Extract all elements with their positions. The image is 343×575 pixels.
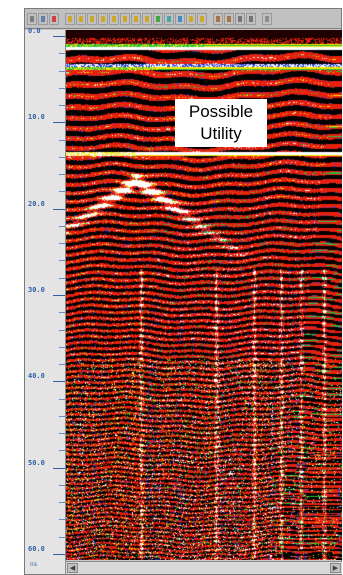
depth-minor-tick xyxy=(59,346,65,348)
migrate-icon[interactable] xyxy=(87,12,97,25)
depth-minor-tick xyxy=(59,519,65,521)
depth-tick-mark xyxy=(53,122,65,124)
depth-minor-tick xyxy=(59,433,65,435)
depth-minor-tick xyxy=(59,484,65,486)
zoom-icon[interactable] xyxy=(175,12,185,25)
time-depth-ruler: 0.0 10.0 20.0 30.0 40.0 50.0 60.0 ns xyxy=(25,27,66,574)
filter-icon[interactable] xyxy=(76,12,86,25)
annotation-line-1: Possible xyxy=(188,102,254,121)
color-table-icon[interactable] xyxy=(153,12,163,25)
pick-icon[interactable] xyxy=(186,12,196,25)
depth-tick-label: 30.0 xyxy=(28,286,45,294)
depth-tick-mark xyxy=(53,208,65,210)
hilbert-icon[interactable] xyxy=(131,12,141,25)
depth-minor-tick xyxy=(59,415,65,417)
depth-tick-mark xyxy=(53,295,65,296)
depth-minor-tick xyxy=(59,225,65,227)
depth-tick-label: 60.0 xyxy=(28,545,45,553)
depth-tick-label: 0.0 xyxy=(28,27,41,35)
depth-minor-tick xyxy=(59,312,65,314)
depth-minor-tick xyxy=(59,502,65,504)
scroll-right-arrow-icon[interactable]: ▶ xyxy=(330,563,341,573)
deconvolution-icon[interactable] xyxy=(142,12,152,25)
palette-icon[interactable] xyxy=(164,12,174,25)
background-icon[interactable] xyxy=(109,12,119,25)
depth-unit-label: ns xyxy=(30,561,38,568)
open-file-icon[interactable] xyxy=(27,12,37,25)
toolbar-separator xyxy=(257,12,261,26)
depth-minor-tick xyxy=(59,156,65,158)
depth-tick-label: 10.0 xyxy=(28,113,45,122)
bandpass-icon[interactable] xyxy=(120,12,130,25)
depth-minor-tick xyxy=(59,277,65,279)
depth-tick-mark xyxy=(53,381,65,383)
depth-minor-tick xyxy=(59,87,65,89)
depth-minor-tick xyxy=(59,260,65,262)
layer-icon[interactable] xyxy=(213,12,223,25)
depth-minor-tick xyxy=(59,364,65,366)
horizontal-scrollbar[interactable]: ◀ ▶ xyxy=(66,561,342,574)
gain-icon[interactable] xyxy=(65,12,75,25)
depth-tick-mark xyxy=(53,36,65,37)
annotation-line-2: Utility xyxy=(200,124,242,143)
depth-tick-label: 40.0 xyxy=(28,372,45,381)
depth-tick-mark xyxy=(53,467,65,469)
info-icon[interactable] xyxy=(262,12,272,25)
depth-minor-tick xyxy=(59,398,65,400)
toolbar-separator xyxy=(208,12,212,26)
depth-minor-tick xyxy=(59,191,65,193)
depth-minor-tick xyxy=(59,450,65,452)
table-icon[interactable] xyxy=(246,12,256,25)
depth-minor-tick xyxy=(59,536,65,538)
depth-minor-tick xyxy=(59,329,65,331)
depth-tick-label: 20.0 xyxy=(28,199,45,208)
radargram-window: 0.0 10.0 20.0 30.0 40.0 50.0 60.0 ns ◀ ▶ Possi… xyxy=(24,8,342,575)
depth-minor-tick xyxy=(59,243,65,245)
scroll-left-arrow-icon[interactable]: ◀ xyxy=(67,563,78,573)
depth-minor-tick xyxy=(59,105,65,107)
depth-minor-tick xyxy=(59,53,65,55)
stack-icon[interactable] xyxy=(98,12,108,25)
depth-tick-label: 50.0 xyxy=(28,458,45,467)
save-icon[interactable] xyxy=(38,12,48,25)
depth-minor-tick xyxy=(59,139,65,141)
depth-minor-tick xyxy=(59,70,65,72)
chart-icon[interactable] xyxy=(224,12,234,25)
possible-utility-annotation: Possible Utility xyxy=(175,99,267,147)
depth-minor-tick xyxy=(59,174,65,176)
marker-icon[interactable] xyxy=(197,12,207,25)
toolbar-separator xyxy=(60,12,64,26)
record-icon[interactable] xyxy=(49,12,59,25)
toolbar xyxy=(25,9,341,29)
depth-tick-mark xyxy=(53,554,65,555)
grid-icon[interactable] xyxy=(235,12,245,25)
